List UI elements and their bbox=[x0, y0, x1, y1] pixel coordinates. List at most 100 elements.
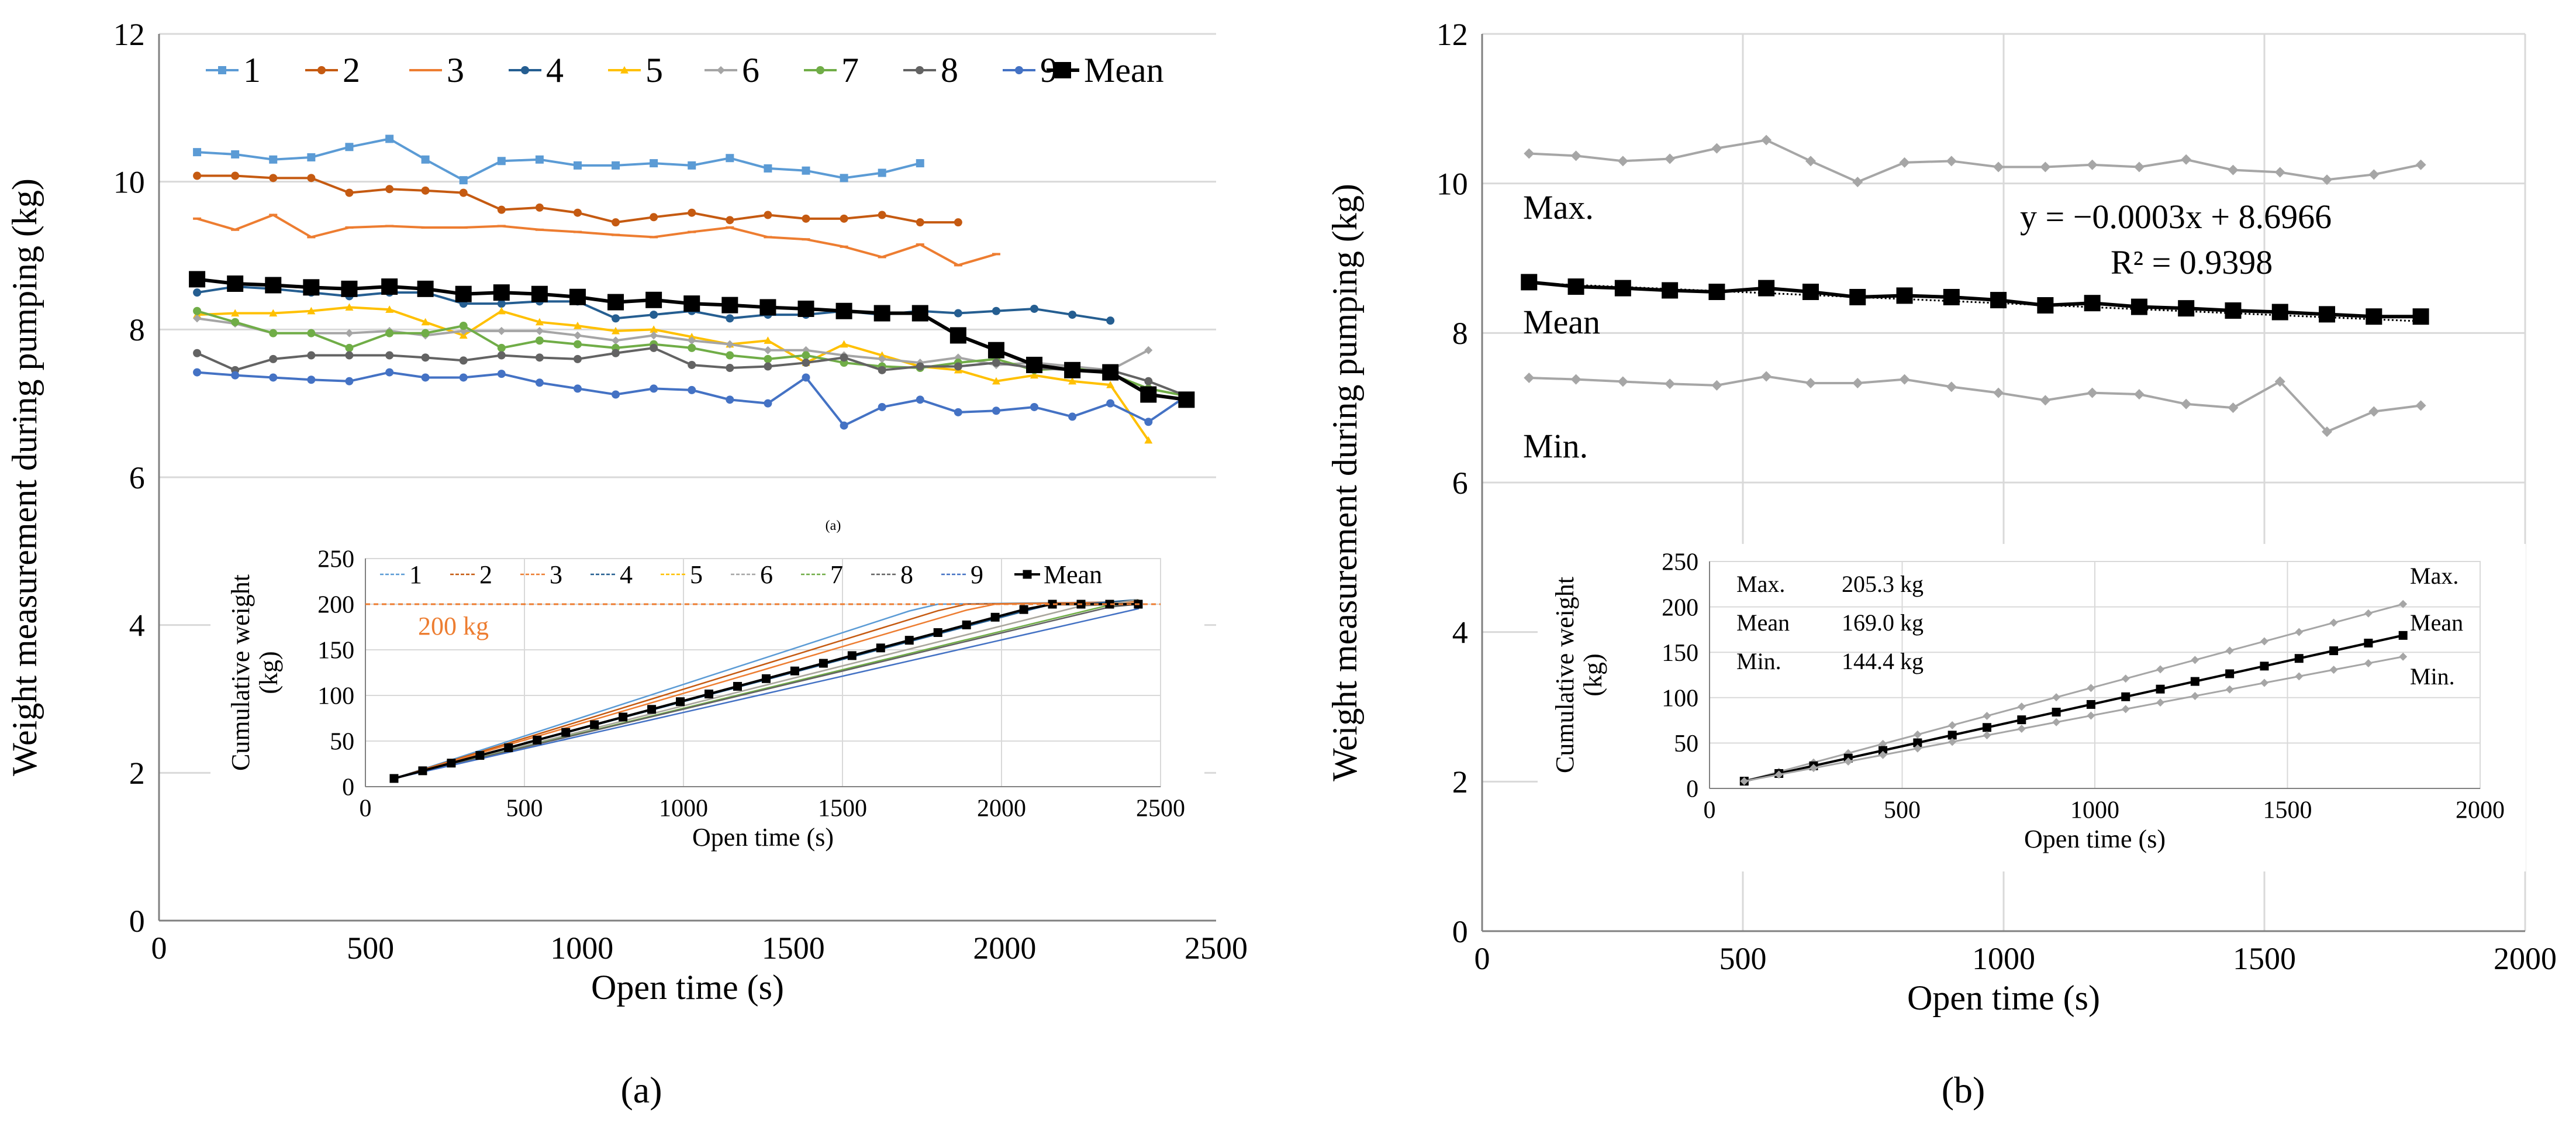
data-point-5 bbox=[497, 306, 506, 315]
data-point-mean bbox=[1064, 361, 1081, 378]
x-tick-label: 500 bbox=[1884, 797, 1921, 824]
y-tick-label: 200 bbox=[1662, 594, 1698, 621]
data-point-4 bbox=[1068, 311, 1077, 319]
data-point-8 bbox=[535, 353, 544, 362]
inset-mean-point bbox=[389, 774, 399, 783]
data-point-mean bbox=[721, 297, 738, 313]
inset-point-max bbox=[1948, 721, 1957, 729]
legend-label-4: 4 bbox=[546, 51, 564, 89]
data-point-9 bbox=[1030, 402, 1039, 411]
data-point-min bbox=[2415, 400, 2426, 411]
data-point-9 bbox=[840, 421, 848, 430]
x-axis-title: Open time (s) bbox=[2024, 825, 2166, 853]
data-point-min bbox=[1524, 373, 1535, 384]
series-line-min bbox=[1529, 375, 2421, 433]
inset-point-mean bbox=[2121, 692, 2130, 701]
data-point-7 bbox=[459, 322, 468, 330]
data-point-max bbox=[2181, 154, 2192, 165]
data-point-2 bbox=[726, 216, 734, 225]
data-point-mean bbox=[189, 271, 206, 288]
data-point-mean bbox=[835, 302, 852, 319]
data-point-mean bbox=[2271, 304, 2288, 321]
inset-point-max bbox=[1913, 730, 1922, 739]
trendline-r2: R² = 0.9398 bbox=[2111, 243, 2273, 281]
data-point-min bbox=[2133, 389, 2145, 400]
data-point-9 bbox=[385, 368, 394, 377]
data-point-max bbox=[1570, 150, 1581, 161]
data-point-6 bbox=[193, 314, 202, 323]
data-point-2 bbox=[459, 188, 468, 197]
reference-label: 200 kg bbox=[418, 612, 489, 640]
y-axis-title: Cumulative weight(kg) bbox=[226, 574, 283, 771]
data-point-9 bbox=[878, 402, 886, 411]
inset-point-max bbox=[2017, 702, 2026, 711]
data-point-max bbox=[1761, 135, 1772, 146]
inset-point-mean bbox=[2017, 715, 2026, 725]
inset-point-min bbox=[1844, 757, 1853, 766]
data-point-8 bbox=[650, 343, 658, 352]
chart-b-inset: 0 50 100 150 200 250 0 500 1000 1500 2000 Open time… bbox=[1538, 544, 2526, 871]
inset-point-mean bbox=[2190, 677, 2199, 686]
data-point-1 bbox=[535, 155, 544, 164]
data-point-mean bbox=[797, 300, 814, 317]
data-point-7 bbox=[497, 343, 506, 352]
y-tick-label: 4 bbox=[1452, 615, 1468, 650]
data-point-9 bbox=[954, 408, 962, 416]
data-point-mean bbox=[1140, 386, 1157, 403]
data-point-8 bbox=[992, 359, 1000, 367]
data-point-8 bbox=[497, 351, 506, 360]
label-mean: Mean bbox=[1523, 303, 1600, 341]
x-tick-label: 2000 bbox=[2494, 941, 2557, 976]
data-point-2 bbox=[535, 203, 544, 212]
data-point-8 bbox=[1144, 377, 1153, 385]
data-point-9 bbox=[497, 370, 506, 378]
data-point-2 bbox=[421, 186, 430, 195]
y-tick-label: 4 bbox=[129, 608, 145, 643]
data-point-2 bbox=[878, 211, 886, 219]
inset-point-mean bbox=[2364, 638, 2373, 647]
data-point-8 bbox=[916, 362, 924, 371]
data-point-max bbox=[1993, 161, 2004, 173]
inset-series-line-3 bbox=[393, 601, 1138, 780]
data-point-6 bbox=[688, 336, 696, 345]
data-point-mean bbox=[1896, 287, 1913, 304]
data-point-1 bbox=[459, 176, 468, 185]
y-tick-label: 200 bbox=[317, 592, 354, 619]
data-point-2 bbox=[573, 208, 582, 217]
data-point-9 bbox=[421, 373, 430, 382]
stat-label-mean: Mean bbox=[1736, 609, 1790, 636]
data-point-8 bbox=[840, 353, 848, 362]
data-point-mean bbox=[417, 280, 434, 297]
data-point-5 bbox=[840, 340, 848, 348]
data-point-mean bbox=[265, 277, 282, 294]
series-line-5 bbox=[197, 306, 1149, 441]
inset-point-mean bbox=[1982, 723, 1991, 732]
inset-end-label-mean: Mean bbox=[2410, 609, 2463, 636]
inset-point-min bbox=[2295, 672, 2304, 681]
data-point-9 bbox=[1106, 399, 1115, 408]
data-point-min bbox=[2087, 387, 2098, 398]
inset-mean-point bbox=[904, 636, 914, 645]
data-point-8 bbox=[421, 353, 430, 362]
data-point-1 bbox=[497, 157, 506, 166]
x-tick-label: 1500 bbox=[762, 931, 825, 966]
inset-point-min bbox=[1913, 744, 1922, 753]
data-point-max bbox=[2274, 167, 2285, 178]
inset-point-min bbox=[2225, 685, 2234, 694]
data-point-mean bbox=[1567, 278, 1584, 295]
y-tick-label: 50 bbox=[1674, 731, 1698, 757]
legend-label-3: 3 bbox=[447, 51, 464, 89]
y-axis-title: Weight measurement during pumping (kg) bbox=[1325, 184, 1364, 781]
data-point-2 bbox=[840, 214, 848, 223]
data-point-5 bbox=[1106, 381, 1115, 388]
inset-point-min bbox=[2364, 659, 2373, 667]
inset-mean-point bbox=[705, 690, 714, 699]
x-tick-label: 1000 bbox=[2070, 797, 2119, 824]
data-point-mean bbox=[1758, 280, 1775, 297]
data-point-9 bbox=[459, 373, 468, 382]
data-point-mean bbox=[645, 291, 662, 308]
data-point-mean bbox=[2319, 306, 2336, 323]
inset-point-min bbox=[2329, 666, 2338, 674]
data-point-4 bbox=[992, 306, 1000, 315]
